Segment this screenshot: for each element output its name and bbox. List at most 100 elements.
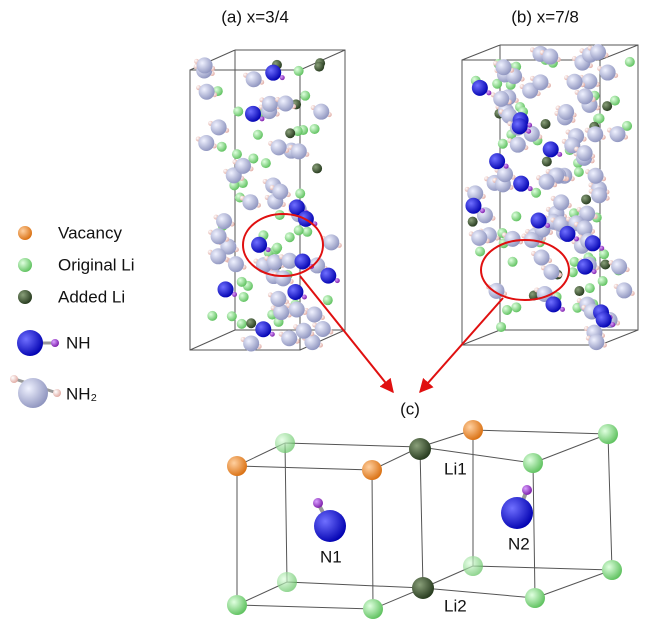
atom — [511, 302, 521, 312]
atom — [574, 167, 584, 177]
atom — [216, 213, 232, 229]
atom — [239, 292, 249, 302]
atom — [275, 270, 291, 286]
legend-label: Original Li — [58, 255, 135, 274]
atom — [567, 74, 583, 90]
atom — [542, 49, 558, 65]
atom — [558, 104, 574, 120]
atom — [218, 281, 234, 297]
legend-label: Vacancy — [58, 223, 122, 242]
atom — [210, 248, 226, 264]
atom — [211, 119, 227, 135]
atom — [625, 57, 635, 67]
crystal-structures — [190, 44, 638, 351]
atom — [531, 188, 541, 198]
atom — [496, 59, 512, 75]
atom — [306, 306, 322, 322]
site-label: Li1 — [444, 459, 467, 478]
atom — [207, 311, 217, 321]
atom — [278, 95, 294, 111]
legend-swatch — [18, 258, 32, 272]
atom — [198, 135, 214, 151]
legend: Vacancy Original Li Added Li NH NH₂ — [10, 223, 135, 408]
atom — [295, 253, 311, 269]
atom — [289, 301, 305, 317]
atom — [512, 118, 528, 134]
legend-swatch — [18, 290, 32, 304]
legend-swatch — [18, 378, 48, 408]
atom — [228, 256, 244, 272]
atom — [211, 228, 227, 244]
atom — [574, 286, 584, 296]
atom — [577, 259, 593, 275]
panel-label: (a) x=3/4 — [221, 7, 289, 26]
panel-label: (b) x=7/8 — [511, 7, 579, 26]
legend-swatch — [53, 389, 61, 397]
site-label: N2 — [508, 534, 530, 553]
legend-label: NH₂ — [66, 384, 97, 403]
atom — [498, 139, 508, 149]
atom — [581, 194, 591, 204]
unit-cell-c: Li1 Li2 N1 N2 — [227, 420, 622, 619]
atom — [502, 305, 512, 315]
atom — [315, 321, 331, 337]
legend-swatch — [18, 226, 32, 240]
atom — [300, 91, 310, 101]
figure: (a) x=3/4 (b) x=7/8 (c) Vacancy Original… — [0, 0, 651, 621]
atom — [265, 65, 281, 81]
atom — [287, 284, 303, 300]
atom — [471, 230, 487, 246]
atom — [227, 311, 237, 321]
atom — [581, 73, 597, 89]
atom-n2 — [501, 497, 533, 529]
atom — [246, 318, 256, 328]
atom — [243, 335, 259, 351]
atom — [588, 168, 604, 184]
atom — [534, 249, 550, 265]
atom — [237, 319, 247, 329]
atom — [598, 276, 608, 286]
atom — [235, 158, 251, 174]
atom — [291, 143, 307, 159]
legend-label: NH — [66, 333, 91, 352]
atom — [545, 296, 561, 312]
atom — [611, 259, 627, 275]
atom — [465, 198, 481, 214]
atom — [468, 217, 478, 227]
atom-li1 — [409, 438, 431, 460]
atom — [543, 264, 559, 280]
atom-li2 — [412, 577, 434, 599]
atom — [610, 126, 626, 142]
atom — [585, 235, 601, 251]
atom — [590, 44, 606, 60]
atom — [323, 295, 333, 305]
atom — [600, 260, 610, 270]
atom — [539, 174, 555, 190]
atom — [323, 234, 339, 250]
atom — [541, 119, 551, 129]
site-label: Li2 — [444, 596, 467, 615]
atom — [237, 277, 247, 287]
atom — [320, 268, 336, 284]
atom — [233, 106, 243, 116]
atom — [242, 194, 258, 210]
atom — [272, 184, 288, 200]
atom — [493, 91, 509, 107]
atom — [313, 104, 329, 120]
atom — [543, 141, 559, 157]
legend-swatch — [10, 375, 18, 383]
atom — [513, 176, 529, 192]
atom — [505, 231, 521, 247]
atom — [595, 113, 605, 123]
atom — [314, 62, 324, 72]
atom — [510, 137, 526, 153]
atom — [294, 225, 304, 235]
atom — [508, 257, 518, 267]
atom — [199, 84, 215, 100]
atom — [285, 232, 295, 242]
atom — [602, 101, 612, 111]
atom — [296, 323, 312, 339]
atom-n1 — [314, 510, 346, 542]
atom — [489, 153, 505, 169]
atom — [197, 57, 213, 73]
